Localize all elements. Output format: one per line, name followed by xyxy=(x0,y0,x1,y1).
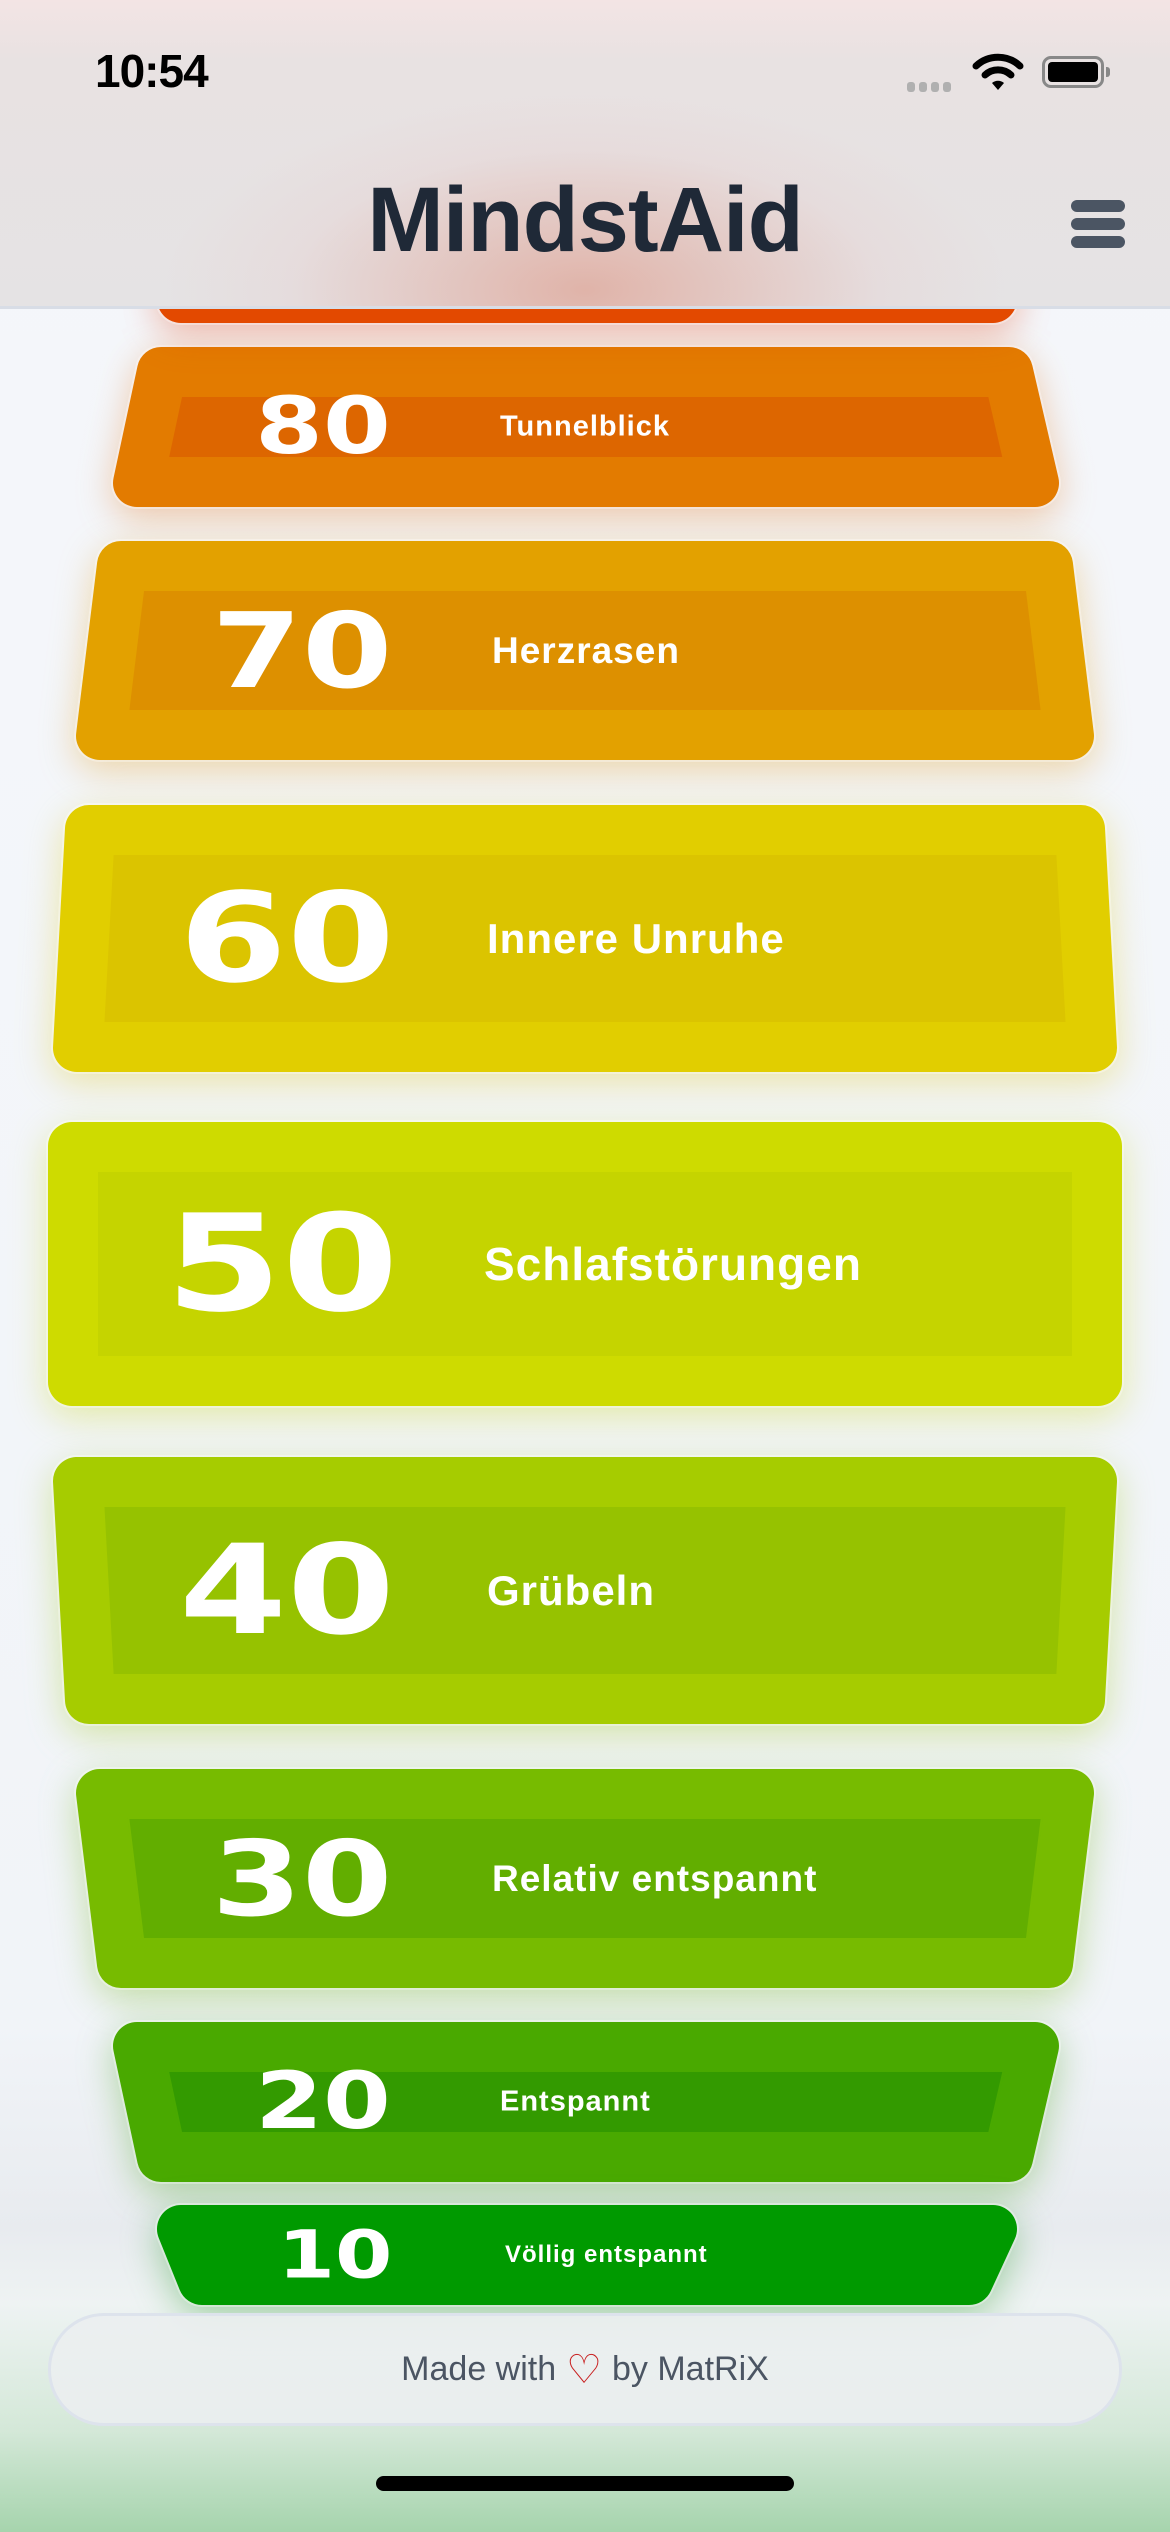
card-shape xyxy=(74,539,1096,762)
level-label: Herzrasen xyxy=(492,629,680,671)
level-label: Tunnelblick xyxy=(500,410,670,443)
battery-icon xyxy=(1042,56,1110,88)
footer-credit: Made with ♡ by MatRiX xyxy=(48,2313,1122,2426)
scale-level-20[interactable]: 20 Entspannt xyxy=(0,2020,1170,2184)
app-title: MindstAid xyxy=(367,169,804,271)
card-shape xyxy=(111,2020,1061,2184)
wifi-icon xyxy=(972,53,1024,90)
level-value: 10 xyxy=(277,2216,393,2294)
home-indicator[interactable] xyxy=(376,2476,794,2491)
heart-icon: ♡ xyxy=(566,2347,602,2392)
level-value: 80 xyxy=(255,382,391,472)
scale-level-30[interactable]: 30 Relativ entspannt xyxy=(0,1767,1170,1990)
level-value: 30 xyxy=(211,1817,393,1940)
card-shape xyxy=(155,2203,1019,2307)
scale-level-80[interactable]: 80 Tunnelblick xyxy=(0,345,1170,509)
level-label: Entspannt xyxy=(500,2085,651,2118)
card-shape xyxy=(111,345,1061,509)
hamburger-menu-icon[interactable] xyxy=(1071,200,1125,248)
card-shape xyxy=(51,1455,1119,1726)
app-header: MindstAid xyxy=(0,0,1170,309)
level-value: 40 xyxy=(179,1518,395,1663)
scale-level-60[interactable]: 60 Innere Unruhe xyxy=(0,803,1170,1074)
footer-suffix: by MatRiX xyxy=(612,2350,769,2388)
status-bar: 10:54 xyxy=(0,0,1170,150)
card-shape xyxy=(74,1767,1096,1990)
level-value: 70 xyxy=(211,589,393,712)
level-label: Völlig entspannt xyxy=(505,2241,708,2268)
level-label: Innere Unruhe xyxy=(487,914,785,962)
level-value: 20 xyxy=(255,2057,391,2147)
scale-level-70[interactable]: 70 Herzrasen xyxy=(0,539,1170,762)
level-value: 50 xyxy=(165,1186,399,1342)
signal-icon xyxy=(907,82,951,92)
scale-level-10[interactable]: 10 Völlig entspannt xyxy=(0,2203,1170,2307)
status-time: 10:54 xyxy=(95,45,209,97)
scale-level-50[interactable]: 50 Schlafstörungen xyxy=(0,1120,1170,1408)
level-label: Grübeln xyxy=(487,1566,656,1614)
card-shape xyxy=(51,803,1119,1074)
scale-level-40[interactable]: 40 Grübeln xyxy=(0,1455,1170,1726)
level-label: Schlafstörungen xyxy=(484,1238,862,1290)
level-value: 60 xyxy=(179,866,395,1011)
level-label: Relativ entspannt xyxy=(492,1857,818,1899)
footer-prefix: Made with xyxy=(401,2350,557,2388)
card-shape xyxy=(46,1120,1124,1408)
